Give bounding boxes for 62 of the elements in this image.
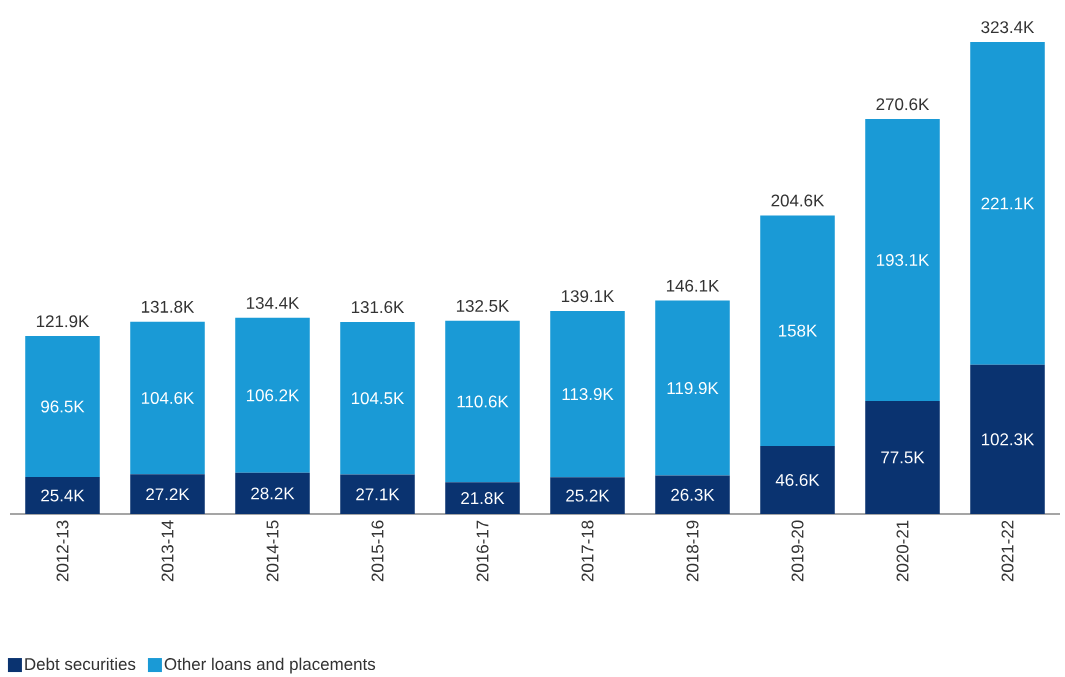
legend-label: Other loans and placements [164, 657, 376, 674]
total-label: 131.8K [141, 300, 195, 313]
bar [655, 300, 730, 476]
bar [25, 336, 100, 477]
data-label: 21.8K [461, 492, 505, 505]
bar [550, 310, 625, 478]
bar [445, 320, 520, 483]
x-tick-label: 2014-15 [266, 520, 279, 582]
data-label: 102.3K [981, 433, 1035, 446]
bar [760, 445, 835, 514]
x-tick-label: 2018-19 [686, 520, 699, 582]
data-label: 113.9K [562, 388, 614, 401]
bar [340, 474, 415, 514]
bar [655, 475, 730, 514]
total-label: 131.6K [351, 301, 405, 314]
bar [130, 321, 205, 475]
data-label: 193.1K [876, 253, 930, 266]
data-label: 25.2K [566, 489, 610, 502]
x-tick-label: 2015-16 [371, 520, 384, 582]
data-label: 104.5K [351, 392, 405, 405]
bar [865, 400, 940, 514]
data-label: 25.4K [41, 489, 85, 502]
x-tick-label: 2012-13 [56, 520, 69, 582]
data-label: 96.5K [41, 400, 85, 413]
bar [235, 317, 310, 473]
data-label: 221.1K [981, 197, 1035, 210]
data-label: 158K [779, 324, 818, 337]
x-tick-label: 2016-17 [476, 520, 489, 582]
data-label: 46.6K [775, 473, 820, 486]
data-label: 26.3K [671, 488, 715, 501]
bar [865, 119, 940, 401]
x-tick-label: 2021-22 [1001, 520, 1014, 582]
x-tick-label: 2019-20 [791, 520, 804, 582]
total-label: 121.9K [36, 315, 90, 328]
total-label: 139.1K [561, 290, 615, 303]
total-label: 146.1K [666, 279, 720, 292]
total-label: 323.4K [981, 21, 1035, 34]
data-label: 27.2K [146, 488, 190, 501]
bar [760, 215, 835, 446]
total-label: 204.6K [771, 194, 825, 207]
bar [970, 41, 1045, 365]
data-label: 27.1K [356, 488, 400, 501]
bar [970, 364, 1045, 514]
x-tick-label: 2017-18 [581, 520, 594, 582]
data-label: 104.6K [141, 391, 195, 404]
bar [25, 476, 100, 514]
data-label: 77.5K [881, 451, 925, 464]
data-label: 28.2K [251, 487, 295, 500]
data-label: 110.6K [457, 395, 509, 408]
bar [445, 482, 520, 514]
x-tick-label: 2013-14 [161, 520, 174, 582]
legend-label: Debt securities [25, 657, 136, 671]
x-tick-label: 2020-21 [896, 520, 909, 582]
bar [130, 474, 205, 514]
bar [550, 477, 625, 514]
bar [235, 472, 310, 514]
total-label: 270.6K [876, 98, 930, 111]
total-label: 132.5K [456, 299, 510, 312]
total-label: 134.4K [246, 297, 300, 309]
data-label: 119.9K [667, 382, 719, 395]
bar [340, 321, 415, 475]
data-label: 106.2K [246, 389, 300, 402]
